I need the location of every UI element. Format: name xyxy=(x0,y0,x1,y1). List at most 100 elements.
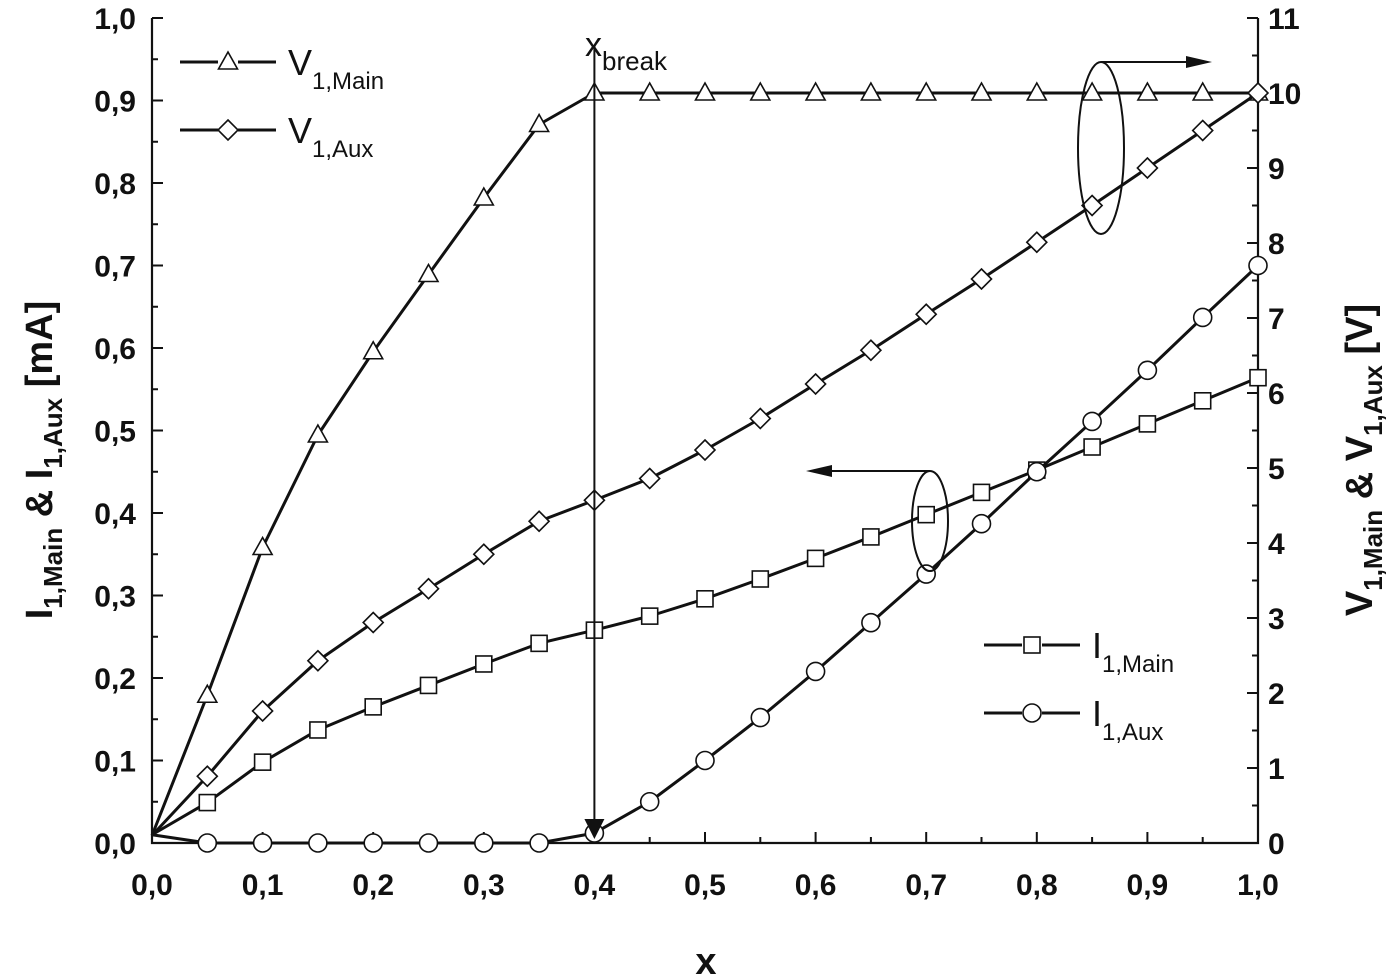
data-point xyxy=(804,81,827,101)
data-point xyxy=(915,303,938,326)
data-point xyxy=(472,186,495,206)
series-layer xyxy=(150,81,1270,853)
x-tick-label: 0,8 xyxy=(1016,869,1058,902)
data-point xyxy=(364,698,383,716)
data-point xyxy=(419,676,438,695)
data-point xyxy=(362,611,385,634)
legend-marker-square xyxy=(1023,636,1041,654)
data-point xyxy=(252,833,273,853)
data-point xyxy=(418,833,439,853)
left-y-tick-label: 0,4 xyxy=(94,498,136,531)
x-tick-label: 0,4 xyxy=(574,869,616,902)
right-y-tick-label: 7 xyxy=(1268,303,1285,336)
legend-label: V1,Main xyxy=(288,42,384,95)
right-y-tick-label: 4 xyxy=(1268,528,1285,561)
series-circle xyxy=(151,255,1268,853)
data-point xyxy=(1027,461,1047,482)
data-point xyxy=(307,423,329,443)
right-y-tick-label: 1 xyxy=(1268,753,1285,786)
data-point xyxy=(1249,368,1267,387)
data-point xyxy=(253,753,272,771)
data-point xyxy=(750,707,771,728)
left-y-tick-label: 0,8 xyxy=(94,168,136,201)
data-point xyxy=(473,833,494,853)
data-point xyxy=(306,649,330,672)
data-point xyxy=(363,833,384,853)
data-point xyxy=(1081,81,1103,101)
data-point xyxy=(1083,438,1101,456)
data-point xyxy=(696,589,714,608)
x-tick-label: 0,3 xyxy=(463,869,505,902)
data-point xyxy=(693,438,717,462)
data-point xyxy=(1025,231,1048,254)
right-y-tick-label: 0 xyxy=(1268,828,1285,861)
data-point xyxy=(530,634,548,653)
left-y-tick-label: 0,6 xyxy=(94,333,136,366)
right-y-tick-label: 9 xyxy=(1268,153,1285,186)
data-point xyxy=(1192,307,1213,328)
data-point xyxy=(694,81,716,101)
data-point xyxy=(638,81,661,101)
x-tick-label: 0,7 xyxy=(905,869,947,902)
right-y-axis-title: V1,Main & V1,Aux [V] xyxy=(1339,304,1388,616)
right-y-tick-label: 2 xyxy=(1268,678,1285,711)
data-point xyxy=(640,607,659,625)
x-tick-label: 0,2 xyxy=(352,869,394,902)
voltage-group-indicator xyxy=(1077,56,1212,235)
data-point xyxy=(861,612,881,633)
left-y-tick-label: 0,7 xyxy=(94,251,136,284)
legend-marker-triangle xyxy=(217,50,239,70)
left-y-axis-title: I1,Main & I1,Aux [mA] xyxy=(19,301,68,620)
series-diamond xyxy=(150,81,1270,837)
data-point xyxy=(309,721,327,739)
legend-item: V1,Aux xyxy=(180,110,373,163)
legend-label: V1,Aux xyxy=(288,110,373,163)
voltage-right-arrowhead xyxy=(1186,56,1212,68)
data-point xyxy=(695,750,715,771)
data-point xyxy=(1025,81,1048,101)
data-point xyxy=(1136,156,1159,180)
legend-marker-circle xyxy=(1022,703,1042,723)
data-point xyxy=(474,655,493,673)
x-tick-label: 0,1 xyxy=(242,869,284,902)
x-break-arrowhead xyxy=(584,819,605,839)
legend-voltage: V1,Main V1,Aux xyxy=(180,42,384,163)
data-point xyxy=(1080,194,1104,217)
x-tick-label: 1,0 xyxy=(1237,869,1279,902)
right-y-tick-label: 6 xyxy=(1268,378,1285,411)
data-point xyxy=(528,112,550,133)
legend-item: I1,Main xyxy=(984,625,1174,678)
data-point xyxy=(1246,81,1270,105)
x-axis-title: x xyxy=(695,941,716,978)
data-point xyxy=(915,81,938,101)
data-point xyxy=(972,483,991,502)
x-break-label: xbreak xyxy=(585,26,668,76)
x-break-annotation: xbreak xyxy=(584,26,668,839)
x-tick-label: 0,5 xyxy=(684,869,726,902)
data-point xyxy=(860,81,882,101)
data-point xyxy=(859,339,883,362)
left-y-tick-label: 1,0 xyxy=(94,3,136,36)
data-point xyxy=(1136,81,1159,101)
legend-current: I1,Main I1,Aux xyxy=(984,625,1174,746)
data-point xyxy=(638,467,661,490)
data-point xyxy=(1191,119,1214,142)
data-point xyxy=(639,791,660,812)
left-y-tick-label: 0,0 xyxy=(94,828,136,861)
x-tick-label: 0,0 xyxy=(131,869,173,902)
data-point xyxy=(198,793,217,812)
data-point xyxy=(971,513,992,534)
data-point xyxy=(527,510,551,533)
right-y-tick-label: 8 xyxy=(1268,228,1285,261)
data-point xyxy=(1191,81,1214,101)
series-square xyxy=(151,368,1267,837)
current-group-indicator xyxy=(806,465,949,572)
current-left-arrowhead xyxy=(806,465,832,477)
x-tick-label: 0,9 xyxy=(1127,869,1169,902)
data-point xyxy=(251,699,274,723)
data-point xyxy=(1193,391,1212,410)
data-point xyxy=(1248,255,1268,276)
legend-label: I1,Main xyxy=(1092,625,1174,678)
data-point xyxy=(196,765,219,788)
